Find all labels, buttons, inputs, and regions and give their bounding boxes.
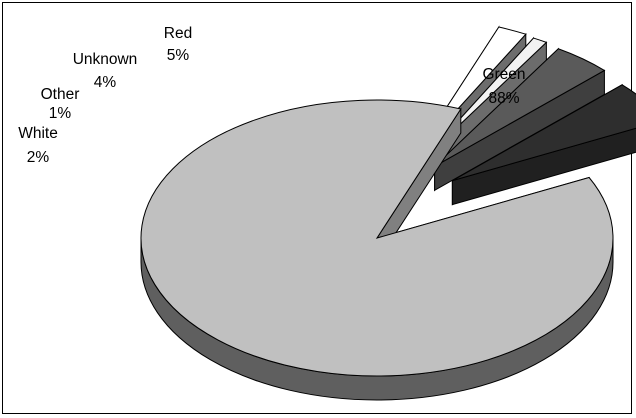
slice-value-green: 88% (488, 90, 519, 107)
slice-value-other: 1% (49, 105, 72, 122)
slice-value-white: 2% (27, 149, 50, 166)
slice-top-green (140, 99, 614, 377)
slice-value-red: 5% (167, 47, 190, 64)
slice-label-unknown: Unknown (73, 51, 138, 68)
slice-red (451, 83, 636, 206)
slice-top-red (452, 84, 636, 182)
slice-unknown (434, 47, 606, 192)
slice-label-other: Other (41, 86, 80, 103)
slice-green (140, 99, 614, 401)
slice-label-red: Red (164, 25, 192, 42)
slice-label-green: Green (482, 66, 525, 83)
slice-label-white: White (18, 125, 58, 142)
slice-value-unknown: 4% (94, 74, 117, 91)
slice-top-unknown (434, 48, 606, 167)
